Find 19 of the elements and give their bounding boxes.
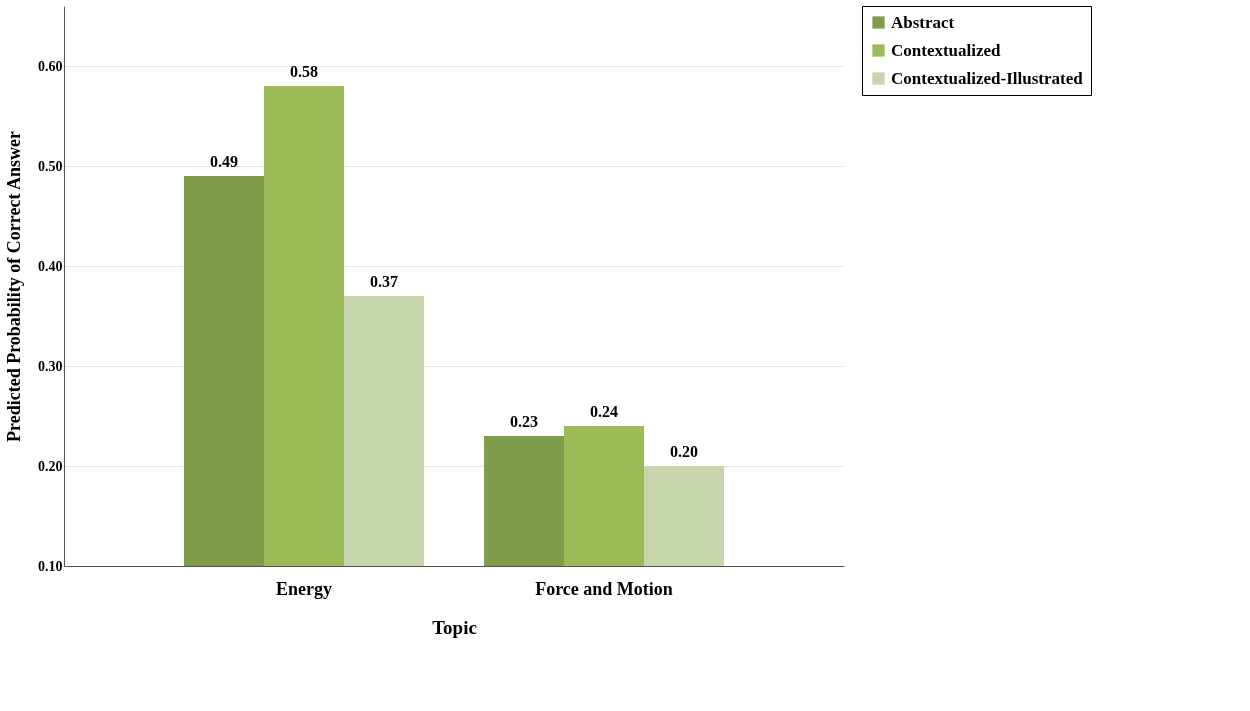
x-tick-label: Force and Motion — [535, 578, 673, 599]
data-label: 0.58 — [290, 63, 318, 80]
legend-label: Contextualized-Illustrated — [891, 68, 1084, 88]
data-label: 0.23 — [510, 413, 538, 430]
y-tick-label: 0.60 — [38, 58, 63, 74]
y-tick-label: 0.10 — [38, 558, 63, 574]
y-tick-label: 0.20 — [38, 458, 63, 474]
data-label: 0.24 — [590, 403, 618, 420]
y-tick-label: 0.30 — [38, 358, 63, 374]
y-axis-title: Predicted Probability of Correct Answer — [4, 131, 24, 442]
legend-label: Contextualized — [891, 40, 1002, 60]
legend-label: Abstract — [891, 12, 955, 32]
y-tick-label: 0.40 — [38, 258, 63, 274]
data-label: 0.20 — [670, 443, 698, 460]
x-tick-label: Energy — [276, 578, 332, 599]
x-axis-title: Topic — [432, 616, 477, 638]
data-label: 0.37 — [370, 273, 398, 290]
data-label: 0.49 — [210, 153, 238, 170]
y-tick-label: 0.50 — [38, 158, 63, 174]
